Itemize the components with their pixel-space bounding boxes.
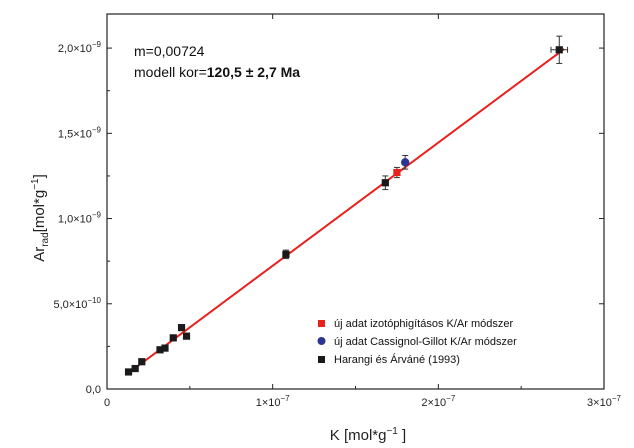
data-point-s2-10 bbox=[550, 35, 569, 64]
marker-circle bbox=[401, 158, 410, 167]
marker-square bbox=[393, 168, 401, 177]
y-axis-label-sub: rad bbox=[40, 232, 51, 246]
marker-square bbox=[131, 364, 139, 373]
x-tick-label-0: 0 bbox=[104, 397, 110, 409]
marker-square bbox=[124, 368, 133, 376]
x-tick-label-3: 3×10−7 bbox=[587, 394, 621, 409]
y-tick-label-2: 1,0×10−9 bbox=[58, 211, 102, 226]
data-point-s2-6 bbox=[177, 324, 186, 332]
marker-square bbox=[555, 46, 563, 54]
data-point-s2-4 bbox=[161, 344, 169, 352]
legend-label-harangi: Harangi és Árváné (1993) bbox=[334, 353, 460, 366]
ticks-layer: 0 1×10−7 2×10−7 3×10−7 0,0 5,0×10−10 1,0×10−9 1… bbox=[53, 14, 622, 409]
data-point-s2-7 bbox=[182, 332, 191, 340]
annotation-model-age: modell kor=120,5 ± 2,7 Ma bbox=[134, 64, 300, 80]
marker-square bbox=[169, 334, 177, 342]
data-point-s2-5 bbox=[169, 334, 177, 342]
legend-marker-blue bbox=[317, 337, 326, 345]
y-axis-label-sup: −1 bbox=[30, 178, 41, 190]
legend-marker-red bbox=[318, 320, 325, 327]
y-tick-label-1: 5,0×10−10 bbox=[53, 296, 101, 311]
marker-square bbox=[282, 250, 290, 258]
legend: új adat izotóphigításos K/Ar módszer új … bbox=[317, 318, 517, 366]
y-tick-label-4: 2,0×10−9 bbox=[58, 40, 102, 55]
legend-label-isotope-dilution: új adat izotóphigításos K/Ar módszer bbox=[334, 318, 513, 330]
y-axis-label: Arrad[mol*g−1] bbox=[30, 174, 51, 262]
data-point-s2-8 bbox=[282, 249, 290, 260]
y-axis-label-tail: [mol*g bbox=[31, 190, 48, 233]
marker-square bbox=[138, 358, 146, 366]
x-tick-label-2: 2×10−7 bbox=[421, 394, 455, 409]
data-points-layer bbox=[124, 35, 569, 376]
fit-line-layer bbox=[126, 48, 565, 375]
data-point-s2-3 bbox=[156, 346, 164, 354]
annotation-slope: m=0,00724 bbox=[134, 43, 205, 59]
legend-marker-black bbox=[318, 356, 325, 363]
marker-square bbox=[161, 344, 169, 352]
y-tick-label-0: 0,0 bbox=[86, 384, 101, 396]
y-tick-label-3: 1,5×10−9 bbox=[58, 125, 102, 140]
marker-square bbox=[177, 324, 186, 332]
x-tick-label-1: 1×10−7 bbox=[256, 394, 290, 409]
y-axis-label-main: Ar bbox=[31, 247, 48, 262]
x-axis-label-main: K [mol*g bbox=[330, 427, 387, 444]
data-point-s0-0 bbox=[393, 166, 401, 179]
data-point-s2-9 bbox=[381, 175, 389, 191]
data-point-s2-0 bbox=[124, 368, 133, 376]
data-point-s1-0 bbox=[401, 154, 410, 170]
legend-label-cassignol: új adat Cassignol-Gillot K/Ar módszer bbox=[334, 336, 517, 348]
data-point-s2-1 bbox=[131, 364, 139, 373]
x-axis-label-sup: −1 bbox=[386, 426, 398, 437]
data-point-s2-2 bbox=[138, 358, 146, 366]
fit-line bbox=[126, 48, 565, 375]
x-axis-label: K [mol*g−1 ] bbox=[330, 426, 406, 444]
marker-square bbox=[156, 346, 164, 354]
marker-square bbox=[182, 332, 191, 340]
annotation-model-age-value: 120,5 ± 2,7 Ma bbox=[207, 64, 301, 80]
y-axis-label-end: ] bbox=[31, 174, 48, 178]
x-axis-label-tail: ] bbox=[398, 427, 406, 444]
marker-square bbox=[381, 179, 389, 187]
annotation-model-age-prefix: modell kor= bbox=[134, 64, 207, 80]
